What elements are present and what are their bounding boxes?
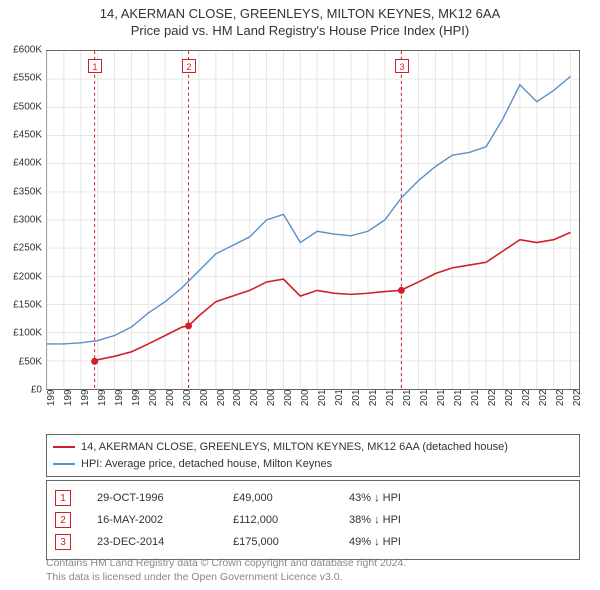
footer-line2: This data is licensed under the Open Gov…	[46, 570, 580, 584]
legend-swatch-price-paid	[53, 446, 75, 448]
ytick-label: £550K	[13, 73, 42, 84]
chart-marker-label-1: 1	[88, 59, 102, 73]
ytick-label: £200K	[13, 271, 42, 282]
legend-label-price-paid: 14, AKERMAN CLOSE, GREENLEYS, MILTON KEY…	[81, 439, 508, 456]
title-line2: Price paid vs. HM Land Registry's House …	[0, 23, 600, 38]
ytick-label: £150K	[13, 300, 42, 311]
marker-pct-2: 38% ↓ HPI	[349, 514, 449, 526]
marker-price-2: £112,000	[233, 514, 323, 526]
chart-marker-label-3: 3	[395, 59, 409, 73]
chart-svg	[47, 51, 579, 389]
legend-label-hpi: HPI: Average price, detached house, Milt…	[81, 456, 332, 473]
marker-pct-3: 49% ↓ HPI	[349, 536, 449, 548]
ytick-label: £50K	[19, 356, 42, 367]
marker-pct-1: 43% ↓ HPI	[349, 492, 449, 504]
footer-attribution: Contains HM Land Registry data © Crown c…	[46, 556, 580, 584]
marker-date-3: 23-DEC-2014	[97, 536, 207, 548]
marker-row-3: 3 23-DEC-2014 £175,000 49% ↓ HPI	[55, 531, 571, 553]
marker-num-1: 1	[55, 490, 71, 506]
ytick-label: £350K	[13, 186, 42, 197]
marker-row-1: 1 29-OCT-1996 £49,000 43% ↓ HPI	[55, 487, 571, 509]
chart-plot-area: 1 2 3	[46, 50, 580, 390]
ytick-label: £400K	[13, 158, 42, 169]
legend-row-hpi: HPI: Average price, detached house, Milt…	[53, 456, 573, 473]
ytick-label: £600K	[13, 45, 42, 56]
ytick-label: £300K	[13, 215, 42, 226]
marker-num-3: 3	[55, 534, 71, 550]
footer-line1: Contains HM Land Registry data © Crown c…	[46, 556, 580, 570]
ytick-label: £500K	[13, 101, 42, 112]
title-line1: 14, AKERMAN CLOSE, GREENLEYS, MILTON KEY…	[0, 6, 600, 21]
marker-price-3: £175,000	[233, 536, 323, 548]
ytick-label: £450K	[13, 130, 42, 141]
ytick-label: £100K	[13, 328, 42, 339]
marker-date-1: 29-OCT-1996	[97, 492, 207, 504]
figure-container: 14, AKERMAN CLOSE, GREENLEYS, MILTON KEY…	[0, 0, 600, 590]
marker-num-2: 2	[55, 512, 71, 528]
marker-date-2: 16-MAY-2002	[97, 514, 207, 526]
ytick-label: £250K	[13, 243, 42, 254]
marker-row-2: 2 16-MAY-2002 £112,000 38% ↓ HPI	[55, 509, 571, 531]
legend-box: 14, AKERMAN CLOSE, GREENLEYS, MILTON KEY…	[46, 434, 580, 477]
title-block: 14, AKERMAN CLOSE, GREENLEYS, MILTON KEY…	[0, 0, 600, 38]
marker-price-1: £49,000	[233, 492, 323, 504]
marker-table: 1 29-OCT-1996 £49,000 43% ↓ HPI 2 16-MAY…	[46, 480, 580, 560]
chart-marker-label-2: 2	[182, 59, 196, 73]
legend-row-price-paid: 14, AKERMAN CLOSE, GREENLEYS, MILTON KEY…	[53, 439, 573, 456]
legend-swatch-hpi	[53, 463, 75, 465]
ytick-label: £0	[31, 385, 42, 396]
